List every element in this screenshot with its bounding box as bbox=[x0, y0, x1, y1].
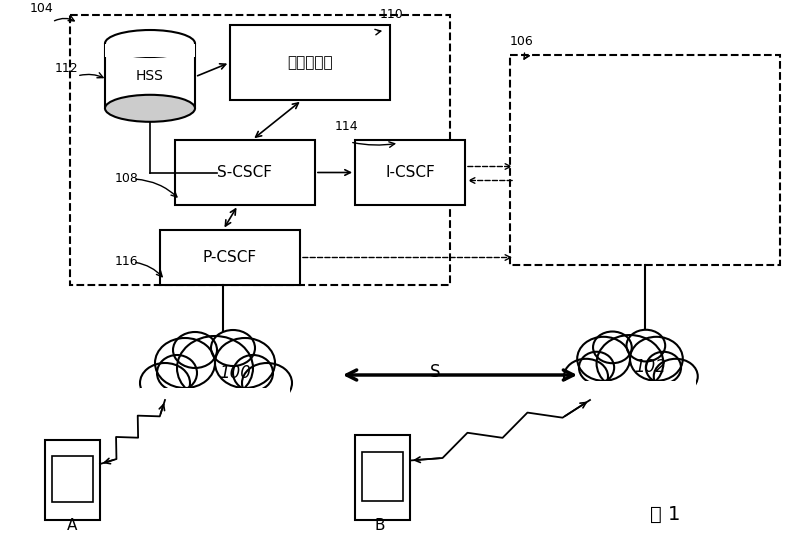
Text: 110: 110 bbox=[380, 8, 404, 21]
Bar bbox=[160, 230, 300, 285]
Text: HSS: HSS bbox=[136, 69, 164, 83]
Ellipse shape bbox=[105, 30, 195, 57]
Text: B: B bbox=[374, 518, 386, 533]
Text: I-CSCF: I-CSCF bbox=[385, 165, 435, 180]
Text: 102: 102 bbox=[634, 358, 666, 376]
Text: 114: 114 bbox=[335, 120, 358, 133]
Text: S-CSCF: S-CSCF bbox=[218, 165, 273, 180]
Ellipse shape bbox=[564, 359, 608, 394]
Bar bbox=[45, 440, 100, 520]
Ellipse shape bbox=[579, 352, 614, 383]
Ellipse shape bbox=[157, 355, 197, 391]
Text: P-CSCF: P-CSCF bbox=[203, 250, 257, 265]
Ellipse shape bbox=[183, 373, 247, 413]
Ellipse shape bbox=[242, 363, 292, 403]
Text: S: S bbox=[430, 363, 440, 381]
Text: 106: 106 bbox=[510, 35, 534, 48]
Ellipse shape bbox=[654, 359, 698, 394]
Text: 图 1: 图 1 bbox=[650, 505, 680, 524]
Ellipse shape bbox=[578, 337, 630, 381]
Bar bbox=[510, 55, 780, 265]
Ellipse shape bbox=[140, 363, 190, 403]
Ellipse shape bbox=[646, 352, 681, 383]
Text: 108: 108 bbox=[115, 172, 139, 185]
Ellipse shape bbox=[173, 332, 217, 368]
Text: 112: 112 bbox=[55, 62, 78, 75]
Ellipse shape bbox=[593, 331, 632, 363]
Bar bbox=[362, 452, 403, 501]
Ellipse shape bbox=[630, 337, 682, 381]
Ellipse shape bbox=[597, 335, 663, 391]
Ellipse shape bbox=[105, 95, 195, 122]
Text: 104: 104 bbox=[30, 2, 54, 15]
Text: 应用服务器: 应用服务器 bbox=[287, 55, 333, 70]
Bar bbox=[105, 44, 195, 108]
Bar bbox=[140, 388, 290, 418]
Ellipse shape bbox=[215, 338, 275, 388]
Bar bbox=[52, 456, 93, 502]
Ellipse shape bbox=[211, 330, 255, 366]
Bar bbox=[105, 44, 195, 57]
Bar bbox=[70, 15, 450, 285]
Bar bbox=[355, 140, 465, 205]
Bar bbox=[355, 435, 410, 520]
Ellipse shape bbox=[155, 338, 215, 388]
Text: 116: 116 bbox=[115, 255, 138, 268]
Ellipse shape bbox=[626, 330, 666, 361]
Ellipse shape bbox=[177, 336, 253, 400]
Text: A: A bbox=[67, 518, 77, 533]
Bar bbox=[564, 381, 696, 407]
Ellipse shape bbox=[602, 367, 658, 403]
Text: 100: 100 bbox=[219, 364, 251, 382]
Ellipse shape bbox=[233, 355, 273, 391]
Bar bbox=[230, 25, 390, 100]
Bar bbox=[175, 140, 315, 205]
